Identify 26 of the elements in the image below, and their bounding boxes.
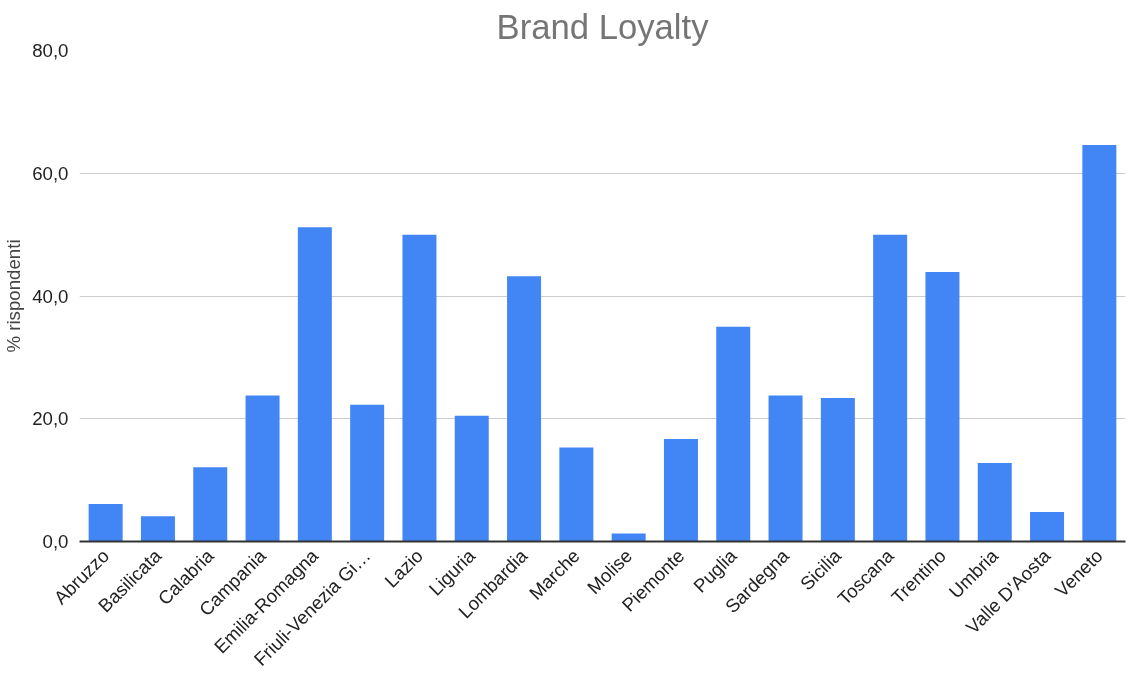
bar — [925, 272, 960, 542]
y-tick-label: 0,0 — [42, 531, 69, 552]
bar — [88, 504, 123, 542]
y-tick-label: 40,0 — [32, 285, 69, 307]
bar — [663, 439, 698, 542]
y-tick-label: 80,0 — [32, 40, 69, 61]
bar — [977, 462, 1012, 542]
bar — [559, 447, 594, 542]
bar — [454, 415, 489, 542]
bar — [245, 395, 280, 542]
y-tick-label: 60,0 — [32, 162, 69, 184]
bar — [1030, 512, 1065, 542]
y-axis-title: % rispondenti — [3, 239, 25, 353]
y-tick-label: 20,0 — [32, 408, 69, 430]
bar — [768, 395, 803, 542]
chart-title: Brand Loyalty — [496, 7, 710, 46]
bar — [820, 397, 855, 542]
bar — [402, 234, 437, 542]
bar — [193, 467, 228, 542]
bar — [873, 234, 908, 542]
bar — [1082, 145, 1117, 542]
bar — [297, 227, 332, 542]
bar — [507, 276, 542, 542]
bar — [140, 516, 175, 542]
bar — [716, 326, 751, 542]
bar — [350, 404, 385, 542]
